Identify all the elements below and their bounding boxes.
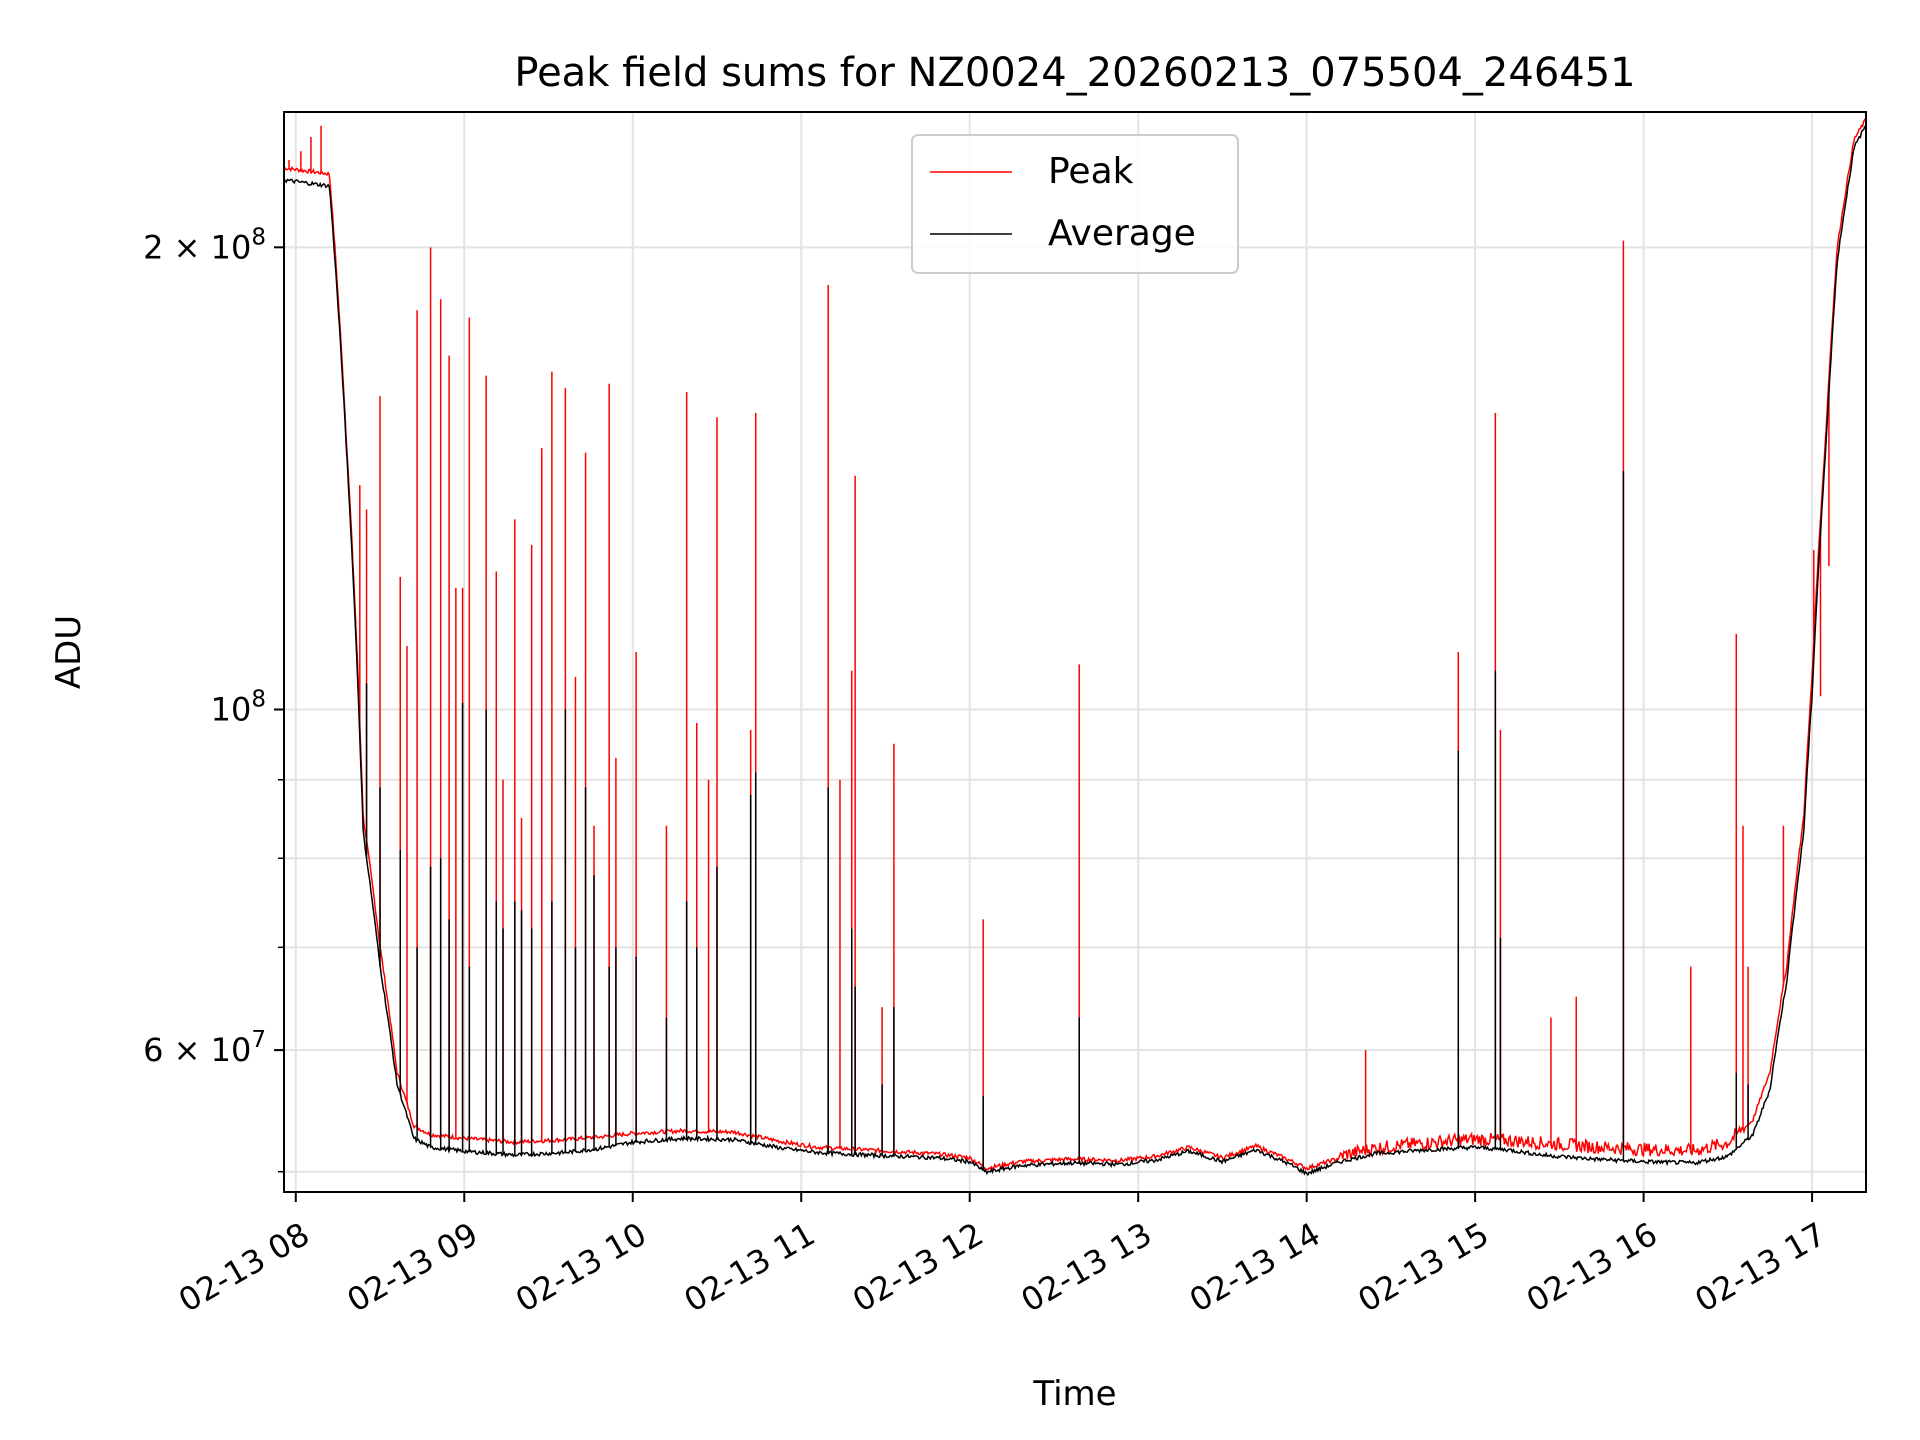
legend-average-label: Average [1048,213,1196,254]
y-axis-label: ADU [49,615,89,689]
series-average-line [284,124,1866,1177]
series-layer [284,118,1866,1177]
grid [284,112,1866,1192]
x-axis-label: Time [1032,1374,1116,1414]
y-tick-label: 108 [211,687,266,729]
series-peak-line [284,118,1866,1171]
axes-frame [283,111,1867,1193]
y-tick-label: 6 × 107 [143,1027,266,1069]
legend: Peak Average [911,134,1239,274]
y-tick-label: 2 × 108 [143,224,266,266]
legend-peak-label: Peak [1048,151,1134,192]
chart-title: Peak field sums for NZ0024_20260213_0755… [514,50,1635,96]
legend-box [911,134,1239,274]
